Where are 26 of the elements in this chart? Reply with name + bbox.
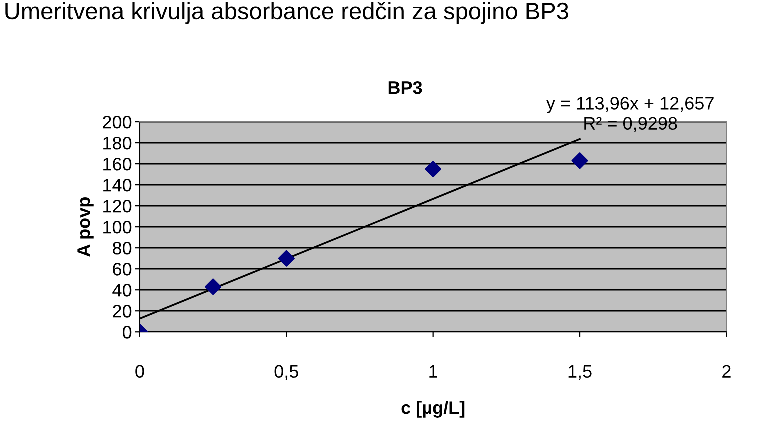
y-tick-label: 0 xyxy=(122,326,132,339)
y-tick-label: 180 xyxy=(104,136,132,150)
point xyxy=(278,250,295,267)
y-tick-label: 80 xyxy=(113,242,132,255)
x-axis-title: c [µg/L] xyxy=(402,401,465,418)
chart-subtitle: BP3 xyxy=(388,81,422,94)
y-axis-title: A povp xyxy=(78,198,94,257)
x-tick-label: 1 xyxy=(430,365,438,378)
y-tick-label: 100 xyxy=(104,221,132,234)
y-tick-label: 200 xyxy=(103,116,132,129)
point xyxy=(205,278,222,296)
y-tick-label: 160 xyxy=(104,158,132,171)
y-tick-label: 20 xyxy=(113,305,132,318)
chart-title: Umeritvena krivulja absorbance redčin za spojino BP3 xyxy=(6,2,568,24)
x-tick-label: 0 xyxy=(136,365,144,378)
y-tick-label: 60 xyxy=(113,263,132,276)
x-tick-label: 0,5 xyxy=(274,365,298,380)
point xyxy=(572,152,588,170)
y-tick-label: 40 xyxy=(112,284,132,297)
y-tick-label: 140 xyxy=(104,178,132,192)
text: y = 113,96x + 12,657 xyxy=(546,97,714,114)
x-tick-label: 2 xyxy=(722,365,731,378)
point xyxy=(425,161,442,178)
annotation: R² = 0,9298 xyxy=(584,117,678,132)
y-tick-label: 120 xyxy=(104,200,132,213)
x-tick-label: 1,5 xyxy=(568,365,592,380)
